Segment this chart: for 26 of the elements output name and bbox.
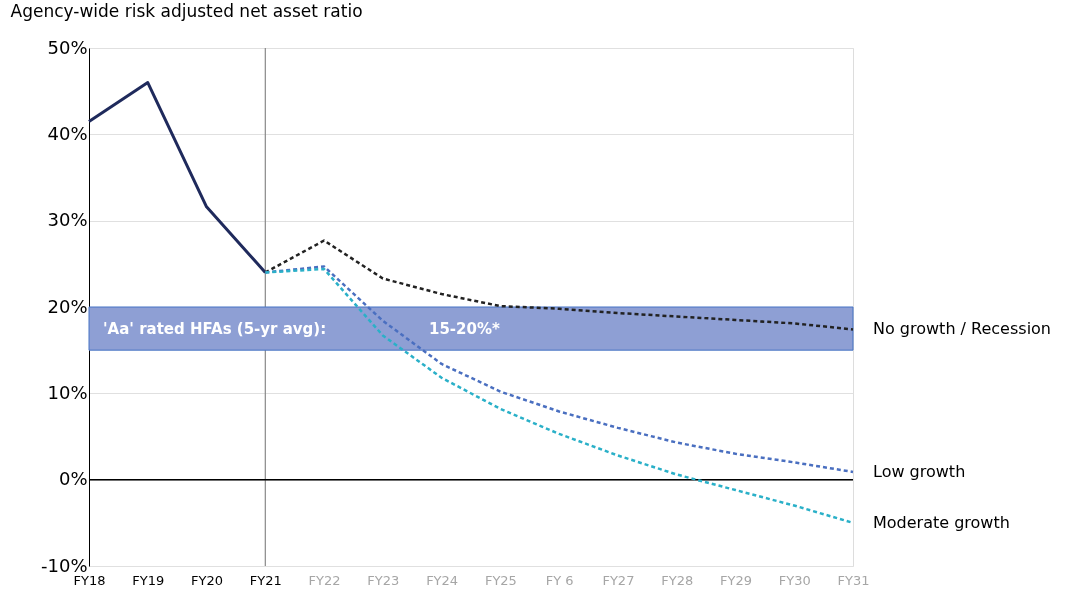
x-tick-label: FY 6 xyxy=(545,572,574,588)
x-tick-label: FY20 xyxy=(191,572,224,588)
x-tick-label: FY27 xyxy=(602,572,635,588)
y-tick-label: 10% xyxy=(47,381,88,403)
series-label: Low growth xyxy=(873,461,966,481)
x-tick-label: FY29 xyxy=(719,572,752,588)
y-tick-label: 40% xyxy=(47,122,88,144)
x-tick-label: FY31 xyxy=(837,572,870,588)
x-tick-label: FY28 xyxy=(661,572,694,588)
x-tick-label: FY22 xyxy=(308,572,341,588)
x-tick-label: FY25 xyxy=(484,572,517,588)
y-tick-label: 20% xyxy=(47,295,88,317)
x-tick-label: FY19 xyxy=(132,572,165,588)
chart-title: Agency-wide risk adjusted net asset ratio xyxy=(10,1,363,21)
x-tick-label: FY24 xyxy=(426,572,459,588)
y-tick-label: 0% xyxy=(58,468,88,490)
x-tick-label: FY23 xyxy=(367,572,400,588)
band-label: 'Aa' rated HFAs (5-yr avg): xyxy=(103,319,327,338)
y-tick-label: 50% xyxy=(47,36,88,58)
annotation: 15-20%* xyxy=(429,319,500,338)
series-label: No growth / Recession xyxy=(873,319,1052,339)
line-series xyxy=(87,81,267,274)
x-tick-label: FY30 xyxy=(778,572,811,588)
y-tick-label: 30% xyxy=(47,209,88,231)
x-tick-label: FY21 xyxy=(249,572,282,588)
series-label: Moderate growth xyxy=(873,512,1010,532)
